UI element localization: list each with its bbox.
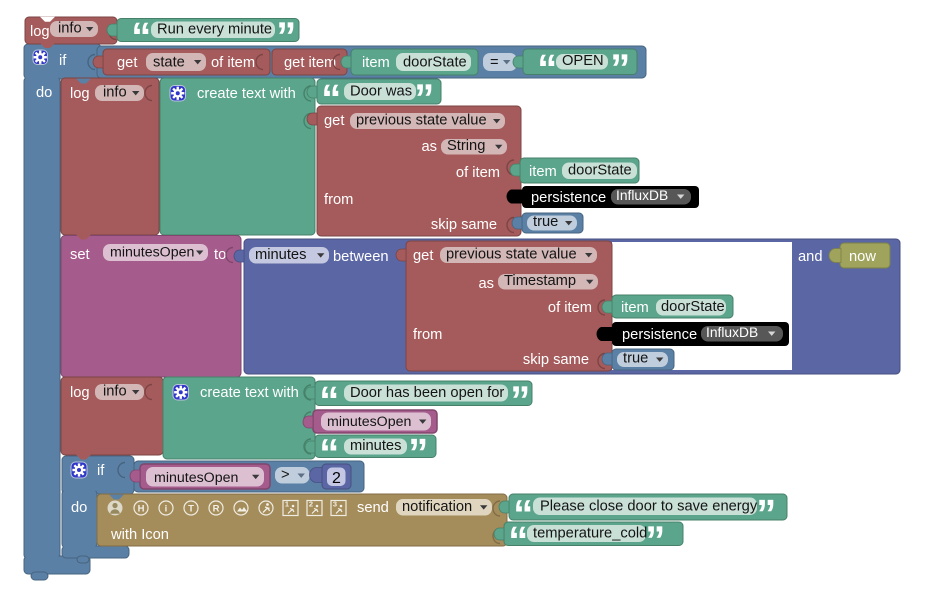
svg-text:as: as	[421, 139, 437, 155]
svg-text:previous state value: previous state value	[446, 247, 577, 263]
svg-text:InfluxDB: InfluxDB	[706, 325, 758, 340]
svg-text:true: true	[533, 214, 558, 230]
svg-text:H: H	[138, 503, 145, 514]
svg-text:if: if	[59, 53, 67, 69]
svg-text:notification: notification	[402, 499, 472, 515]
svg-text:of item: of item	[456, 165, 500, 181]
svg-text:=: =	[490, 55, 499, 71]
svg-text:log: log	[70, 86, 90, 102]
svg-text:skip same: skip same	[431, 217, 497, 233]
svg-text:2: 2	[309, 500, 313, 509]
svg-text:minutesOpen: minutesOpen	[110, 245, 194, 261]
svg-text:minutesOpen: minutesOpen	[154, 470, 238, 486]
svg-text:skip same: skip same	[523, 352, 589, 368]
svg-text:”: ”	[510, 379, 530, 423]
svg-text:log: log	[30, 24, 50, 40]
svg-text:Timestamp: Timestamp	[504, 273, 576, 289]
svg-text:minutes: minutes	[255, 247, 306, 263]
svg-text:Run every minute: Run every minute	[157, 22, 272, 38]
svg-text:get item: get item	[284, 55, 336, 71]
svg-text:Door has been open for: Door has been open for	[350, 385, 504, 401]
svg-text:Door was: Door was	[350, 84, 412, 100]
svg-text:doorState: doorState	[661, 299, 725, 315]
svg-text:persistence: persistence	[531, 190, 606, 206]
svg-text:>: >	[281, 467, 290, 483]
svg-text:doorState: doorState	[568, 163, 632, 179]
svg-text:previous state value: previous state value	[356, 113, 487, 129]
svg-text:info: info	[103, 85, 127, 101]
svg-text:Please close door to save ener: Please close door to save energy	[540, 499, 758, 515]
svg-text:get: get	[117, 55, 137, 71]
svg-text:item: item	[362, 55, 390, 71]
svg-text:2: 2	[332, 470, 341, 487]
svg-text:from: from	[413, 327, 442, 343]
svg-text:item: item	[621, 300, 649, 316]
svg-text:minutes: minutes	[350, 438, 401, 454]
svg-text:of item: of item	[211, 55, 255, 71]
svg-text:to: to	[214, 247, 226, 263]
svg-text:log: log	[70, 385, 90, 401]
svg-text:OPEN: OPEN	[562, 53, 604, 69]
svg-text:between: between	[333, 249, 389, 265]
svg-text:with Icon: with Icon	[110, 527, 169, 543]
svg-text:T: T	[188, 503, 194, 514]
svg-text:InfluxDB: InfluxDB	[616, 188, 668, 203]
svg-text:3: 3	[333, 500, 337, 509]
svg-text:doorState: doorState	[403, 55, 467, 71]
svg-text:from: from	[324, 192, 353, 208]
svg-text:do: do	[71, 500, 87, 516]
svg-text:and: and	[798, 249, 823, 265]
svg-text:“: “	[537, 47, 557, 91]
svg-text:send: send	[357, 500, 389, 516]
svg-text:if: if	[97, 463, 105, 479]
svg-text:”: ”	[408, 432, 428, 476]
svg-text:create text with: create text with	[197, 86, 296, 102]
svg-text:get: get	[413, 248, 433, 264]
svg-text:info: info	[103, 384, 127, 400]
svg-text:get: get	[324, 113, 344, 129]
svg-text:item: item	[529, 164, 557, 180]
svg-text:“: “	[508, 519, 528, 563]
svg-text:R: R	[213, 503, 220, 514]
svg-text:i: i	[165, 503, 168, 514]
svg-text:persistence: persistence	[622, 327, 697, 343]
svg-text:of item: of item	[548, 300, 592, 316]
svg-text:now: now	[849, 249, 876, 265]
svg-text:as: as	[478, 276, 494, 292]
svg-text:temperature_cold: temperature_cold	[533, 526, 647, 542]
svg-text:state: state	[153, 55, 185, 71]
svg-text:1: 1	[285, 500, 289, 509]
svg-text:true: true	[623, 351, 648, 367]
svg-text:”: ”	[645, 519, 665, 563]
svg-text:create text with: create text with	[200, 385, 299, 401]
svg-text:String: String	[447, 138, 485, 154]
svg-text:info: info	[58, 21, 82, 37]
svg-text:minutesOpen: minutesOpen	[327, 414, 411, 430]
svg-text:do: do	[36, 85, 52, 101]
svg-text:set: set	[70, 247, 90, 263]
svg-text:”: ”	[756, 493, 776, 537]
svg-text:”: ”	[610, 47, 630, 91]
